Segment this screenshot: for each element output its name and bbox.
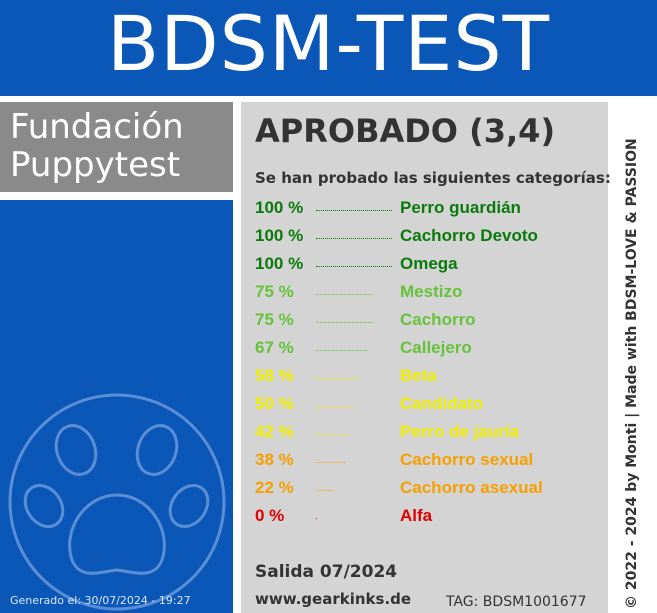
generated-timestamp: Generado el: 30/07/2024 - 19:27 [10, 594, 191, 607]
category-percent: 50 % [255, 394, 294, 413]
category-row: 42 % Perro de jauría [255, 422, 605, 446]
category-dotted-leader [316, 294, 373, 295]
category-dotted-leader [316, 378, 360, 379]
category-percent: 100 % [255, 198, 304, 217]
category-name: Callejero [400, 338, 472, 357]
organization-name-line-1: Fundación [10, 107, 184, 147]
result-verdict: APROBADO (3,4) [255, 112, 556, 150]
organization-name-line-2: Puppytest [10, 145, 181, 185]
category-percent: 75 % [255, 282, 294, 301]
website-label: www.gearkinks.de [255, 590, 412, 608]
category-name: Cachorro asexual [400, 478, 543, 497]
category-dotted-leader [316, 518, 317, 519]
category-dotted-leader [316, 490, 333, 491]
categories-intro: Se han probado las siguientes categorías… [255, 169, 611, 187]
category-percent: 42 % [255, 422, 294, 441]
category-percent: 67 % [255, 338, 294, 357]
category-row: 75 % Cachorro [255, 310, 605, 334]
category-name: Candidato [400, 394, 484, 413]
category-name: Beta [400, 366, 437, 385]
category-name: Cachorro [400, 310, 476, 329]
side-credit: © 2022 - 2024 by Monti | Made with BDSM-… [624, 138, 640, 609]
category-dotted-leader [316, 210, 392, 211]
category-row: 0 % Alfa [255, 506, 605, 530]
category-dotted-leader [316, 322, 373, 323]
category-dotted-leader [316, 462, 345, 463]
category-name: Alfa [400, 506, 433, 525]
category-row: 100 % Perro guardián [255, 198, 605, 222]
tag-label: TAG: BDSM1001677 [446, 594, 587, 610]
category-dotted-leader [316, 238, 392, 239]
category-row: 100 % Omega [255, 254, 605, 278]
category-row: 22 % Cachorro asexual [255, 478, 605, 502]
category-percent: 58 % [255, 366, 294, 385]
category-row: 58 % Beta [255, 366, 605, 390]
left-blue-panel [0, 200, 233, 613]
category-row: 38 % Cachorro sexual [255, 450, 605, 474]
category-row: 100 % Cachorro Devoto [255, 226, 605, 250]
page-title: BDSM-TEST [106, 0, 551, 88]
category-row: 67 % Callejero [255, 338, 605, 362]
category-dotted-leader [316, 266, 392, 267]
category-name: Mestizo [400, 282, 463, 301]
header-banner: BDSM-TEST [0, 0, 657, 96]
category-percent: 100 % [255, 226, 304, 245]
category-dotted-leader [316, 434, 348, 435]
category-percent: 38 % [255, 450, 294, 469]
release-label: Salida 07/2024 [255, 562, 398, 582]
category-percent: 75 % [255, 310, 294, 329]
category-percent: 0 % [255, 506, 285, 525]
category-name: Perro de jauría [400, 422, 520, 441]
results-panel: APROBADO (3,4) Se han probado las siguie… [241, 102, 611, 613]
category-name: Omega [400, 254, 458, 273]
category-name: Perro guardián [400, 198, 521, 217]
paw-print-icon [8, 393, 226, 611]
category-dotted-leader [316, 350, 367, 351]
category-name: Cachorro Devoto [400, 226, 538, 245]
side-credit-column: © 2022 - 2024 by Monti | Made with BDSM-… [608, 102, 657, 613]
category-percent: 22 % [255, 478, 294, 497]
category-percent: 100 % [255, 254, 304, 273]
category-row: 50 % Candidato [255, 394, 605, 418]
category-row: 75 % Mestizo [255, 282, 605, 306]
category-dotted-leader [316, 406, 354, 407]
organization-box: Fundación Puppytest [0, 102, 233, 192]
category-name: Cachorro sexual [400, 450, 534, 469]
